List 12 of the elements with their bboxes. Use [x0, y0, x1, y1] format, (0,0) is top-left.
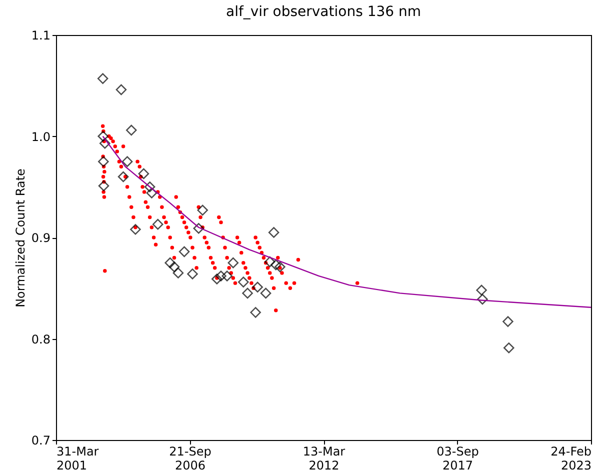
y-axis-title: Normalized Count Rate [13, 168, 28, 308]
x-tick-label: 03-Sep 2017 [436, 444, 479, 472]
y-tick-label: 0.7 [31, 434, 50, 448]
x-tick-label: 24-Feb 2023 [550, 444, 592, 472]
y-tick-label: 1.1 [31, 28, 50, 42]
chart-title: alf_vir observations 136 nm [226, 4, 422, 20]
y-tick-label: 0.9 [31, 231, 50, 245]
y-tick-label: 0.8 [31, 332, 50, 346]
y-tick-label: 1.0 [31, 130, 50, 144]
x-tick-label: 31-Mar 2001 [56, 444, 99, 472]
x-tick-label: 13-Mar 2012 [302, 444, 346, 472]
x-tick-label: 21-Sep 2006 [169, 444, 212, 472]
